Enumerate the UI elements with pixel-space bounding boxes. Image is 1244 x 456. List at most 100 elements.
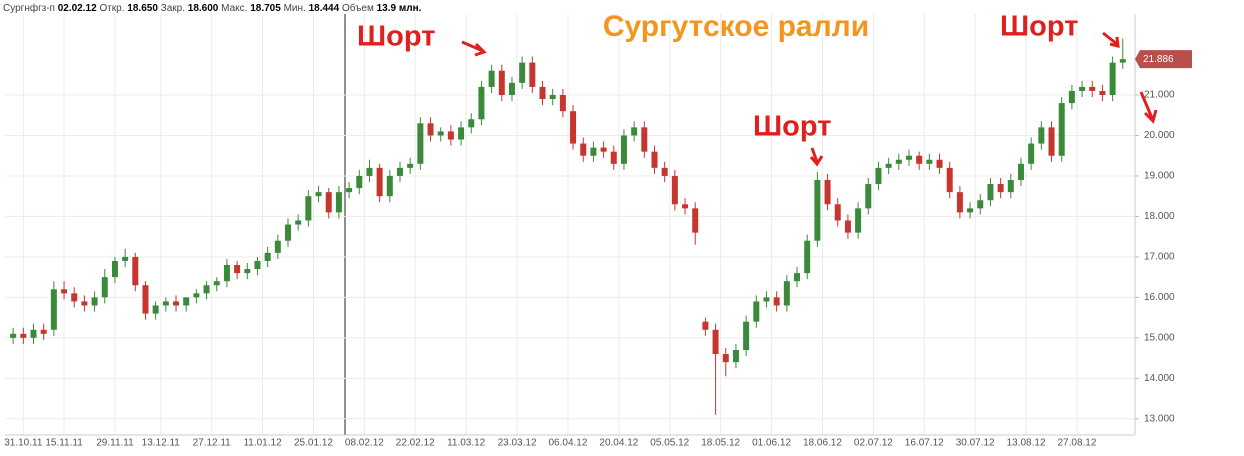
candle-body [61, 289, 68, 294]
candle-body [580, 143, 587, 156]
candle-body [173, 301, 180, 306]
candle-body [1119, 59, 1126, 63]
x-tick-label: 01.06.12 [752, 438, 791, 449]
candle-body [427, 123, 434, 136]
x-tick-label: 23.03.12 [498, 438, 537, 449]
candle-body [244, 269, 251, 274]
x-tick-label: 13.08.12 [1007, 438, 1046, 449]
candle-body [844, 220, 851, 233]
y-tick-label: 21.000 [1144, 90, 1175, 101]
candle-body [407, 163, 414, 168]
x-tick-label: 20.04.12 [599, 438, 638, 449]
candle-body [264, 252, 271, 261]
candle-body [1028, 143, 1035, 164]
candle-body [600, 147, 607, 152]
annotation: Шорт [753, 111, 831, 143]
arrow [1102, 31, 1120, 48]
candle-body [1068, 90, 1075, 104]
y-tick-label: 16.000 [1144, 292, 1175, 303]
candle-body [335, 192, 342, 213]
candle-body [1007, 180, 1014, 193]
x-tick-label: 22.02.12 [396, 438, 435, 449]
info-label: Объем [342, 2, 374, 14]
candle-body [814, 180, 821, 241]
x-tick-label: 06.04.12 [548, 438, 587, 449]
candle-body [122, 256, 129, 261]
candle-body [40, 329, 47, 334]
candle-body [91, 297, 98, 306]
candle-body [223, 265, 230, 282]
candle-body [967, 208, 974, 213]
info-label: Мин. [284, 3, 306, 14]
candle-body [620, 135, 627, 164]
candle-body [458, 127, 465, 140]
arrow [1139, 91, 1158, 124]
arrow [461, 40, 487, 57]
candle-body [213, 281, 220, 286]
candle-body [142, 285, 149, 314]
candle-body [722, 354, 729, 363]
candle-body [529, 62, 536, 87]
candle-body [783, 281, 790, 306]
candle-body [366, 167, 373, 176]
info-value: 18.444 [309, 3, 340, 14]
candle-body [702, 321, 709, 330]
candle-body [671, 175, 678, 205]
candle-body [356, 175, 363, 189]
info-value: 18.705 [250, 3, 281, 14]
candle-body [488, 70, 495, 87]
ticker: Сургнфгз-п [3, 2, 55, 14]
candle-body [570, 111, 577, 144]
candle-body [804, 240, 811, 274]
candle-body [946, 167, 953, 193]
candle-body [30, 329, 37, 338]
y-tick-label: 13.000 [1144, 413, 1175, 424]
candle-body [855, 208, 862, 233]
candle-body [794, 273, 801, 282]
candle-body [1099, 90, 1106, 95]
candle-body [468, 119, 475, 128]
x-tick-label: 13.12.11 [142, 438, 181, 449]
candle-body [203, 285, 210, 294]
info-value: 18.600 [188, 3, 219, 14]
candle-body [346, 188, 353, 193]
candle-body [865, 184, 872, 209]
x-tick-label: 02.07.12 [854, 438, 893, 449]
candle-body [539, 86, 546, 100]
x-tick-label: 11.01.12 [243, 438, 282, 449]
candle-body [559, 95, 566, 112]
x-tick-label: 05.05.12 [650, 438, 689, 449]
candle-body [753, 301, 760, 322]
candle-body [152, 305, 159, 314]
candle-body [508, 82, 515, 95]
y-tick-label: 17.000 [1144, 252, 1175, 263]
candle-body [987, 184, 994, 201]
candle-body [549, 95, 556, 100]
candle-body [1058, 103, 1065, 156]
candle-body [692, 208, 699, 233]
candle-body [977, 200, 984, 209]
chart-title: Сургутское ралли [603, 10, 869, 43]
info-value: 18.650 [127, 3, 158, 14]
info-label: Откр. [99, 3, 124, 14]
x-tick-label: 08.02.12 [345, 438, 384, 449]
x-tick-label: 11.03.12 [447, 438, 486, 449]
candle-body [193, 293, 200, 298]
x-tick-label: 18.06.12 [803, 438, 842, 449]
candle-body [712, 329, 719, 355]
candle-body [132, 256, 139, 286]
info-date: 02.02.12 [58, 3, 97, 14]
candle-body [254, 260, 261, 270]
candle-body [1079, 86, 1086, 91]
candle-body [906, 155, 912, 160]
candle-body [478, 86, 485, 120]
candle-body [183, 297, 190, 306]
candle-body [295, 220, 302, 225]
candle-body [631, 127, 638, 136]
price-badge [1135, 50, 1192, 69]
candle-body [234, 265, 241, 274]
candle-body [386, 175, 393, 197]
candle-body [274, 240, 281, 253]
